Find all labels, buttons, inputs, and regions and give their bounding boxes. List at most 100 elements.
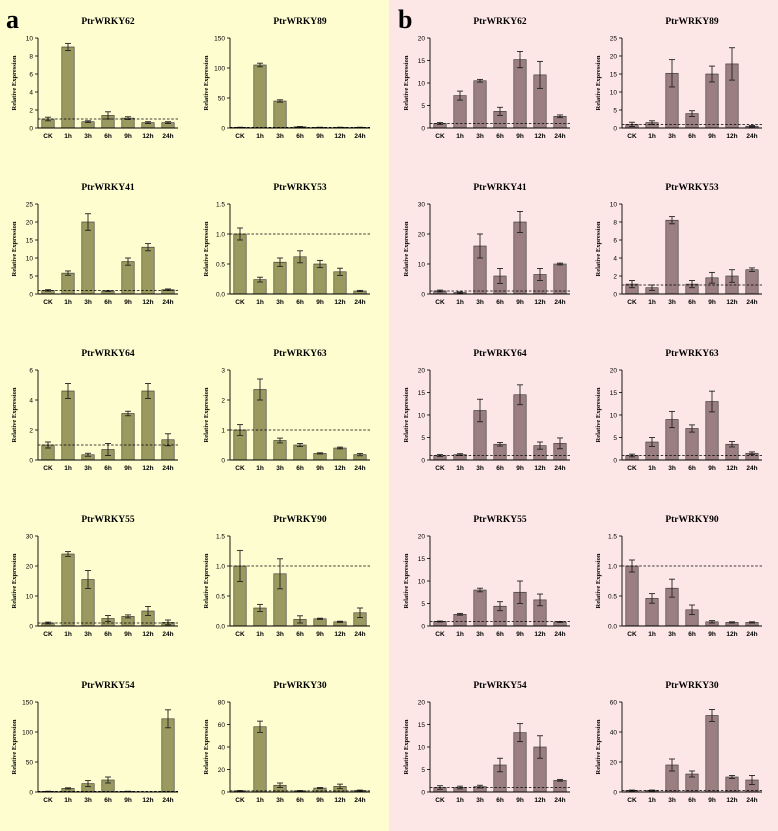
bar — [141, 246, 155, 295]
x-tick-label: 12h — [534, 631, 545, 638]
x-tick-label: 12h — [334, 631, 345, 638]
x-tick-label: 1h — [256, 465, 264, 472]
y-tick-label: 20 — [418, 232, 426, 239]
y-tick-label: 10 — [418, 413, 426, 420]
y-tick-label: 15 — [418, 390, 426, 397]
y-tick-label: 40 — [610, 730, 618, 737]
y-tick-label: 6 — [613, 238, 617, 245]
y-tick-label: 100 — [214, 66, 225, 73]
x-tick-label: 3h — [276, 299, 284, 306]
y-tick-label: 10 — [418, 745, 426, 752]
y-tick-label: 4 — [29, 398, 33, 405]
x-tick-label: CK — [235, 797, 245, 804]
y-axis-label: Relative Expression — [203, 55, 210, 110]
x-tick-label: CK — [435, 299, 445, 306]
x-tick-label: 12h — [142, 133, 153, 140]
x-tick-label: 3h — [668, 797, 676, 804]
y-tick-label: 0 — [421, 292, 425, 299]
chart-b-PtrWRKY63: PtrWRKY63 0 5 10 15 20 CK 1h 3h 6h 9h 12h 24h Relativ… — [595, 349, 762, 472]
y-tick-label: 80 — [218, 700, 226, 707]
x-tick-label: 24h — [354, 797, 365, 804]
y-axis-label: Relative Expression — [203, 387, 210, 442]
bar — [625, 565, 639, 627]
x-tick-label: 6h — [496, 797, 504, 804]
bar — [513, 59, 527, 129]
x-tick-label: CK — [435, 133, 445, 140]
y-tick-label: 1.0 — [216, 564, 225, 571]
x-tick-label: 6h — [296, 465, 304, 472]
y-tick-label: 2 — [221, 398, 225, 405]
x-tick-label: 9h — [316, 631, 324, 638]
x-tick-label: 3h — [84, 631, 92, 638]
bar — [273, 261, 287, 295]
chart-title: PtrWRKY63 — [273, 349, 327, 359]
x-tick-label: 1h — [648, 465, 656, 472]
chart-a-PtrWRKY90: PtrWRKY90 0.0 0.5 1.0 1.5 CK 1h 3h 6h 9h 12h 24h Rel… — [203, 515, 370, 638]
x-tick-label: 12h — [726, 465, 737, 472]
y-tick-label: 0 — [421, 458, 425, 465]
bar — [273, 440, 287, 461]
y-tick-label: 5 — [613, 108, 617, 115]
y-tick-label: 20 — [218, 767, 226, 774]
chart-title: PtrWRKY30 — [665, 681, 719, 691]
chart-title: PtrWRKY90 — [273, 515, 327, 525]
x-tick-label: CK — [235, 299, 245, 306]
y-tick-label: 15 — [418, 722, 426, 729]
y-tick-label: 8 — [29, 54, 33, 61]
y-tick-label: 30 — [26, 534, 34, 541]
y-tick-label: 10 — [610, 202, 618, 209]
chart-b-PtrWRKY53: PtrWRKY53 0 2 4 6 8 10 CK 1h 3h 6h 9h 12h 24h Relative… — [595, 183, 762, 306]
x-tick-label: 9h — [708, 133, 716, 140]
x-tick-label: 12h — [142, 631, 153, 638]
y-axis-label: Relative Expression — [403, 719, 410, 774]
x-tick-label: 1h — [64, 299, 72, 306]
x-tick-label: 24h — [746, 797, 757, 804]
y-tick-label: 4 — [613, 256, 617, 263]
y-tick-label: 25 — [26, 202, 34, 209]
x-tick-label: CK — [235, 465, 245, 472]
bar — [141, 390, 155, 461]
x-tick-label: CK — [627, 299, 637, 306]
x-tick-label: 6h — [688, 299, 696, 306]
chart-title: PtrWRKY54 — [473, 681, 527, 691]
x-tick-label: 12h — [726, 797, 737, 804]
y-tick-label: 0 — [421, 624, 425, 631]
chart-a-PtrWRKY53: PtrWRKY53 0.0 0.5 1.0 1.5 CK 1h 3h 6h 9h 12h 24h Rel… — [203, 183, 370, 306]
y-tick-label: 1.5 — [608, 534, 617, 541]
y-tick-label: 10 — [418, 81, 426, 88]
y-tick-label: 20 — [418, 534, 426, 541]
x-tick-label: 9h — [124, 133, 132, 140]
y-axis-label: Relative Expression — [595, 221, 602, 276]
x-tick-label: 9h — [316, 465, 324, 472]
x-tick-label: 3h — [84, 133, 92, 140]
y-tick-label: 5 — [421, 103, 425, 110]
y-tick-label: 0 — [613, 292, 617, 299]
x-tick-label: 9h — [516, 797, 524, 804]
chart-b-PtrWRKY64: PtrWRKY64 0 5 10 15 20 CK 1h 3h 6h 9h 12h 24h Relativ… — [403, 349, 570, 472]
x-tick-label: 12h — [142, 465, 153, 472]
x-tick-label: 3h — [668, 299, 676, 306]
y-axis-label: Relative Expression — [595, 719, 602, 774]
bar — [725, 776, 739, 793]
y-tick-label: 10 — [418, 262, 426, 269]
x-tick-label: CK — [43, 797, 53, 804]
x-tick-label: CK — [43, 133, 53, 140]
chart-title: PtrWRKY89 — [273, 17, 327, 27]
x-tick-label: 9h — [316, 133, 324, 140]
y-tick-label: 10 — [26, 36, 34, 43]
y-axis-label: Relative Expression — [595, 553, 602, 608]
bar — [61, 390, 75, 461]
x-tick-label: 9h — [516, 465, 524, 472]
chart-title: PtrWRKY62 — [473, 17, 527, 27]
y-tick-label: 5 — [29, 274, 33, 281]
chart-a-PtrWRKY89: PtrWRKY89 0 50 100 150 CK 1h 3h 6h 9h 12h 24h Relati… — [203, 17, 370, 140]
y-axis-label: Relative Expression — [203, 553, 210, 608]
chart-title: PtrWRKY64 — [81, 349, 135, 359]
x-tick-label: 3h — [476, 133, 484, 140]
bar — [665, 219, 679, 295]
chart-b-PtrWRKY30: PtrWRKY30 0 20 40 60 CK 1h 3h 6h 9h 12h 24h Relative… — [595, 681, 762, 804]
chart-title: PtrWRKY41 — [473, 183, 527, 193]
y-tick-label: 15 — [418, 58, 426, 65]
x-tick-label: 12h — [726, 133, 737, 140]
x-tick-label: 9h — [516, 299, 524, 306]
